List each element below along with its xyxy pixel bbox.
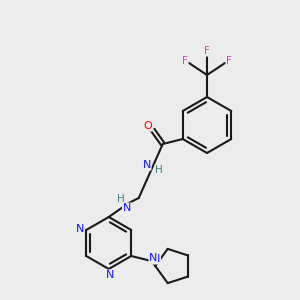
Text: O: O xyxy=(143,121,152,131)
Text: N: N xyxy=(149,253,158,263)
Text: N: N xyxy=(106,270,114,280)
Text: N: N xyxy=(152,254,160,264)
Text: F: F xyxy=(226,56,232,66)
Text: H: H xyxy=(155,165,163,175)
Text: N: N xyxy=(142,160,151,170)
Text: H: H xyxy=(117,194,124,204)
Text: F: F xyxy=(182,56,188,66)
Text: N: N xyxy=(123,203,131,213)
Text: F: F xyxy=(204,46,210,56)
Text: N: N xyxy=(76,224,84,234)
